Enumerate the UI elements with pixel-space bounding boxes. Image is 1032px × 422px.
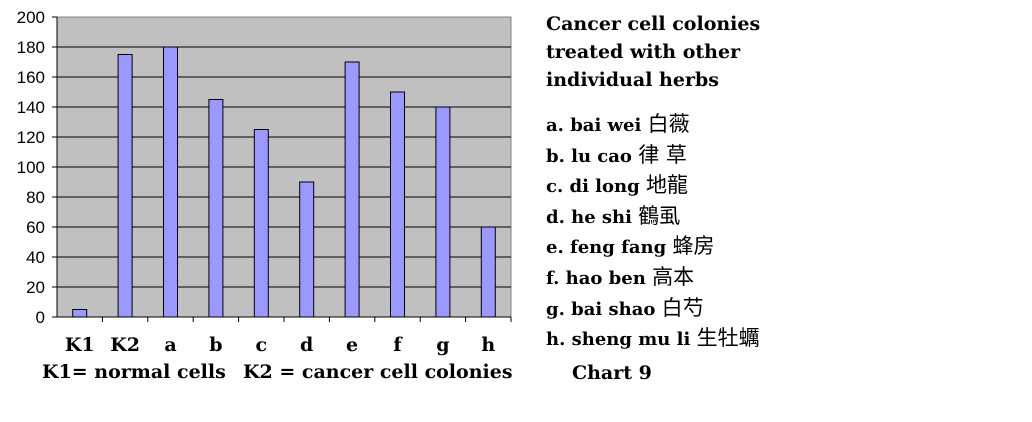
legend-chinese-name: 白芍 (661, 295, 704, 320)
y-tick-label: 40 (26, 248, 45, 267)
x-tick-label: d (300, 334, 313, 356)
y-tick-label: 60 (26, 218, 45, 237)
legend-item: f. hao ben 高本 (546, 263, 760, 294)
legend-item: h. sheng mu li 生牡蠣 (546, 324, 760, 355)
x-tick-label: b (209, 334, 222, 356)
legend-item: g. bai shao 白芍 (546, 294, 760, 325)
legend-label: d. he shi (546, 206, 632, 228)
gridlines (57, 46, 511, 288)
y-tick-label: 180 (17, 38, 45, 57)
chart-description: Cancer cell colonies treated with other … (546, 10, 806, 94)
herb-legend: a. bai wei 白薇 b. lu cao 律 草 c. di long 地… (546, 110, 760, 355)
bar-b (208, 99, 224, 318)
y-tick-label: 100 (17, 158, 45, 177)
legend-label: a. bai wei (546, 115, 642, 136)
bar-e (344, 61, 360, 318)
x-axis-ticks: K1 K2 a b c d e f g h (65, 317, 512, 356)
bar-g (435, 106, 451, 318)
legend-chinese-name: 白薇 (647, 112, 690, 136)
footnote-k2: K2 = cancer cell colonies (243, 361, 513, 383)
legend-chinese-name: 律 草 (638, 142, 687, 167)
bar-a (163, 46, 178, 318)
x-tick-label: e (346, 334, 358, 356)
description-line: individual herbs (546, 69, 719, 91)
x-tick-label: h (481, 334, 495, 356)
legend-chinese-name: 生牡蠣 (696, 326, 760, 351)
legend-chinese-name: 鶴虱 (638, 203, 681, 228)
legend-item: d. he shi 鶴虱 (546, 202, 760, 233)
y-tick-label: 120 (17, 128, 45, 147)
bar-K1 (72, 309, 88, 318)
legend-label: f. hao ben (546, 267, 646, 289)
legend-item: b. lu cao 律 草 (546, 141, 760, 172)
y-tick-label: 20 (26, 278, 45, 297)
x-tick-label: K2 (110, 334, 140, 356)
legend-label: b. lu cao (546, 145, 632, 167)
chart-number-label: Chart 9 (572, 362, 652, 384)
x-tick-label: c (256, 334, 268, 356)
legend-label: e. feng fang (546, 237, 667, 259)
footnote-k1: K1= normal cells (42, 361, 226, 383)
legend-chinese-name: 蜂房 (672, 234, 715, 259)
description-line: treated with other (546, 41, 741, 63)
x-tick-label: g (436, 334, 449, 356)
legend-chinese-name: 地龍 (645, 173, 688, 198)
bar-K2 (117, 54, 133, 318)
bar-chart: 0 20 40 60 80 100 120 140 160 180 200 K1 K2 a b c d e f g h (17, 8, 512, 356)
bar-d (299, 181, 315, 318)
x-tick-label: K1 (65, 334, 95, 356)
legend-label: g. bai shao (546, 298, 656, 320)
legend-item: a. bai wei 白薇 (546, 110, 760, 141)
y-tick-label: 140 (17, 98, 45, 117)
legend-item: e. feng fang 蜂房 (546, 232, 760, 263)
y-tick-label: 0 (36, 308, 45, 327)
y-tick-label: 200 (17, 8, 45, 27)
x-tick-label: f (393, 334, 403, 356)
legend-label: c. di long (546, 176, 640, 198)
bar-c (253, 129, 269, 318)
description-line: Cancer cell colonies (546, 13, 761, 35)
legend-label: h. sheng mu li (546, 329, 691, 351)
y-tick-label: 160 (17, 68, 45, 87)
y-tick-label: 80 (26, 188, 45, 207)
bar-f (390, 91, 405, 318)
x-tick-label: a (164, 334, 176, 356)
y-axis-ticks: 0 20 40 60 80 100 120 140 160 180 200 (17, 8, 57, 327)
legend-item: c. di long 地龍 (546, 171, 760, 202)
legend-chinese-name: 高本 (652, 264, 695, 289)
bar-h (480, 226, 496, 318)
